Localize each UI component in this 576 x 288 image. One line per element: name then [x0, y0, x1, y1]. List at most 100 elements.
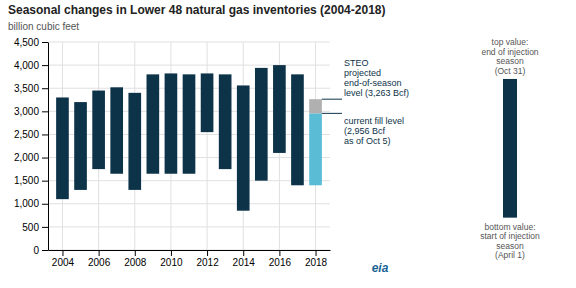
- bar: [273, 65, 286, 153]
- tick-label: 500: [22, 222, 39, 233]
- key: top value:end of injectionseason(Oct 31)…: [480, 37, 540, 260]
- tick: 500: [22, 222, 48, 233]
- text-line: top value:: [492, 37, 529, 47]
- tick-mark: [42, 134, 48, 135]
- bar: [219, 74, 232, 169]
- tick-mark: [42, 158, 48, 159]
- tick: 1,500: [14, 175, 48, 186]
- tick-mark: [42, 111, 48, 112]
- grid-line-y: [48, 180, 330, 181]
- tick-label: 4,000: [14, 60, 39, 71]
- axis-line: [49, 250, 331, 251]
- text-line: (Oct 31): [495, 66, 526, 76]
- bar: [92, 91, 105, 170]
- tick-label: 2016: [269, 257, 292, 268]
- tick: 2004: [52, 250, 75, 268]
- text-line: start of injection: [480, 231, 540, 241]
- tick-label: 4,500: [14, 37, 39, 48]
- tick: 2,000: [14, 152, 48, 163]
- y-axis: 0 500 1,000 1,500 2,000 2,500 3,000 3,500 4,000 4…: [14, 37, 49, 256]
- text-line: projected: [344, 68, 381, 78]
- text-line: current fill level: [344, 116, 404, 126]
- tick: 4,000: [14, 60, 48, 71]
- tick-mark: [243, 250, 244, 256]
- tick-label: 1,500: [14, 175, 39, 186]
- grid-line-y: [48, 250, 330, 251]
- chart: 2004 2006 2008 2010 2012 2014 2016 2018 0 500 1,00…: [0, 0, 576, 288]
- annotation: STEOprojectedend-of-seasonlevel (3,263 B…: [344, 58, 409, 98]
- grid-line-x: [207, 42, 208, 250]
- tick-label: 2008: [124, 257, 147, 268]
- tick-mark: [99, 250, 100, 256]
- annotation-line: [322, 99, 342, 100]
- text-line: (April 1): [495, 250, 525, 260]
- tick: 2010: [160, 250, 183, 268]
- text-line: as of Oct 5): [344, 136, 391, 146]
- tick-label: 2,500: [14, 129, 39, 140]
- tick-label: 2006: [88, 257, 111, 268]
- annotation: current fill level(2,956 Bcfas of Oct 5): [344, 116, 404, 146]
- x-axis: 2004 2006 2008 2010 2012 2014 2016 2018: [49, 250, 331, 268]
- key-bottom-label: bottom value:start of injectionseason(Ap…: [480, 222, 540, 261]
- tick-mark: [42, 65, 48, 66]
- grid-line-y: [48, 65, 330, 66]
- text-line: bottom value:: [484, 222, 535, 232]
- tick-mark: [42, 181, 48, 182]
- tick: 2008: [124, 250, 147, 268]
- tick: 3,000: [14, 106, 48, 117]
- grid-line-y: [48, 226, 330, 227]
- tick-mark: [42, 88, 48, 89]
- bar: [147, 74, 160, 173]
- tick: 2012: [196, 250, 219, 268]
- tick-label: 2014: [233, 257, 256, 268]
- text-line: season: [496, 56, 524, 66]
- bars: [56, 65, 322, 211]
- tick-label: 2,000: [14, 152, 39, 163]
- y-axis-label: billion cubic feet: [8, 21, 79, 32]
- title: Seasonal changes in Lower 48 natural gas…: [8, 3, 385, 17]
- bar: [291, 74, 304, 185]
- tick-label: 1,000: [14, 198, 39, 209]
- bar: [128, 93, 141, 190]
- text-line: season: [496, 241, 524, 251]
- logo: eia: [372, 261, 389, 275]
- tick-mark: [279, 250, 280, 256]
- key-top-label: top value:end of injectionseason(Oct 31): [481, 37, 538, 75]
- bar: [56, 97, 69, 199]
- bar: [255, 68, 268, 181]
- tick-mark: [42, 250, 48, 251]
- text-line: end of injection: [481, 47, 538, 57]
- tick: 1,000: [14, 198, 48, 209]
- bar: [183, 74, 196, 173]
- tick-mark: [42, 42, 48, 43]
- bar: [110, 87, 123, 173]
- tick: 2,500: [14, 129, 48, 140]
- text-line: STEO: [344, 58, 369, 68]
- grid: [48, 42, 330, 250]
- tick-mark: [62, 250, 63, 256]
- bar: [309, 113, 322, 185]
- axis-line: [48, 43, 49, 251]
- tick-mark: [207, 250, 208, 256]
- text-line: (2,956 Bcf: [344, 126, 386, 136]
- annotation-line: [322, 113, 342, 114]
- tick: 2006: [88, 250, 111, 268]
- tick-mark: [42, 227, 48, 228]
- tick-label: 0: [33, 245, 39, 256]
- bar: [165, 73, 178, 173]
- tick: 4,500: [14, 37, 48, 48]
- tick-mark: [42, 204, 48, 205]
- text-line: level (3,263 Bcf): [344, 88, 409, 98]
- tick: 3,500: [14, 83, 48, 94]
- tick: 2018: [305, 250, 328, 268]
- tick-label: 2010: [160, 257, 183, 268]
- tick-label: 2018: [305, 257, 328, 268]
- key-bar: [503, 79, 517, 218]
- tick-mark: [316, 250, 317, 256]
- tick-label: 3,500: [14, 83, 39, 94]
- text-line: end-of-season: [344, 78, 402, 88]
- bar: [237, 85, 250, 210]
- tick-label: 2012: [196, 257, 219, 268]
- tick: 2016: [269, 250, 292, 268]
- tick-label: 2004: [52, 257, 75, 268]
